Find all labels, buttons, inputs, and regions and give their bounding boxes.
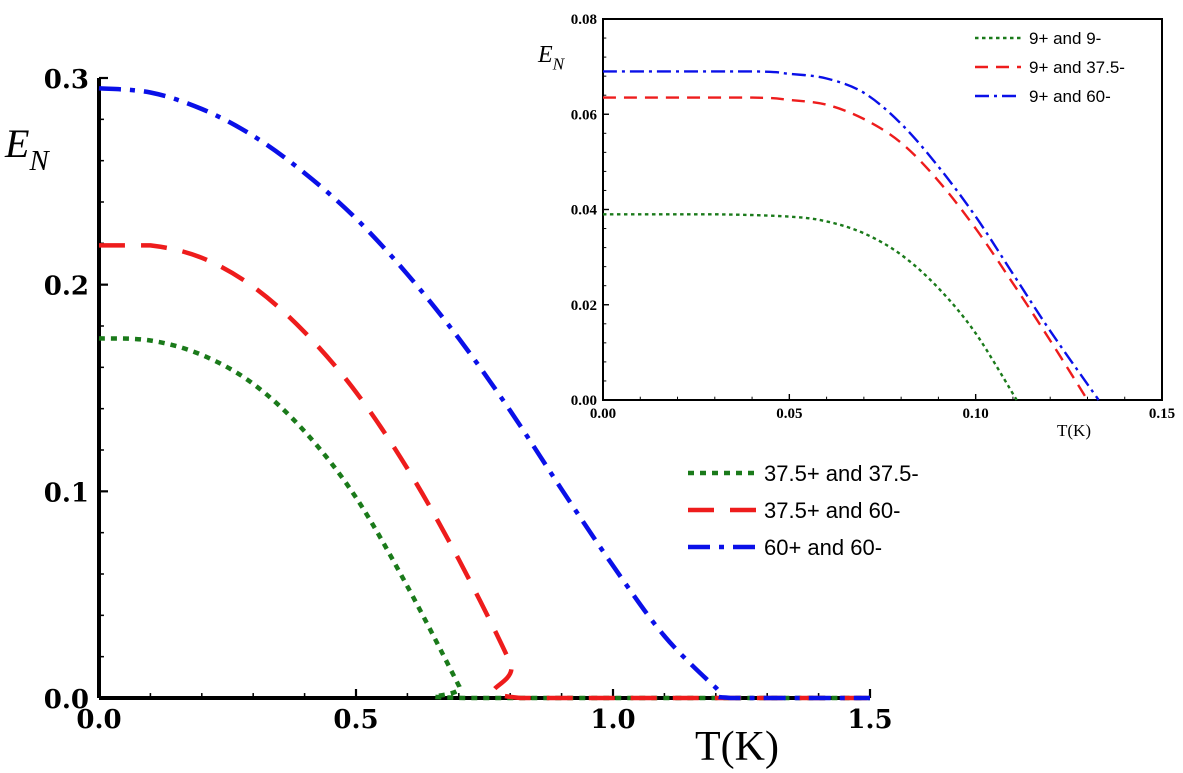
main-y-tick-label: 0.2: [44, 272, 89, 302]
main-series-line-1: [98, 336, 870, 701]
main-legend-label-1: 37.5+ and 37.5-: [764, 461, 919, 486]
inset-x-tick-label: 0.10: [963, 406, 989, 422]
inset-legend-label-2: 9+ and 37.5-: [1029, 58, 1125, 77]
inset-y-tick-label: 0.08: [571, 12, 597, 28]
inset-y-tick-label: 0.06: [571, 107, 598, 123]
main-x-axis-label: T(K): [695, 724, 779, 770]
inset-x-axis-label: T(K): [1057, 421, 1091, 440]
inset-x-tick-label: 0.05: [776, 406, 802, 422]
main-y-tick-label: 0.3: [44, 65, 89, 95]
main-y-tick-label: 0.0: [44, 685, 89, 715]
main-legend-label-2: 37.5+ and 60-: [764, 498, 900, 523]
main-legend-label-3: 60+ and 60-: [764, 535, 882, 560]
inset-y-tick-label: 0.04: [571, 203, 598, 219]
main-series-line-2: [99, 243, 870, 701]
inset-series-line-3: [603, 70, 1100, 401]
main-x-tick-label: 1.0: [590, 705, 635, 735]
inset-y-tick-label: 0.00: [571, 393, 597, 409]
inset-y-tick-label: 0.02: [571, 298, 597, 314]
inset-x-tick-label: 0.00: [590, 406, 616, 422]
main-series-line-3: [98, 86, 870, 701]
inset-y-axis-label: EN: [537, 42, 566, 74]
inset-series-line-1: [603, 213, 1018, 401]
inset-chart: 0.00 0.05 0.10 0.15 0.00 0.02 0.04 0.06 0.08 T(K)…: [537, 12, 1175, 440]
main-x-tick-label: 1.5: [847, 705, 892, 735]
inset-series-line-2: [603, 96, 1089, 401]
inset-x-tick-label: 0.15: [1149, 406, 1175, 422]
main-x-tick-label: 0.0: [76, 705, 121, 735]
main-y-tick-label: 0.1: [44, 478, 89, 508]
inset-legend-label-3: 9+ and 60-: [1029, 87, 1111, 106]
main-y-axis-label: EN: [4, 121, 50, 177]
inset-background: [603, 19, 1162, 400]
main-x-tick-label: 0.5: [333, 705, 378, 735]
inset-legend-label-1: 9+ and 9-: [1029, 29, 1101, 48]
main-chart: 0.0 0.5 1.0 1.5 0.0 0.1 0.2 0.3 T(K) EN 37.5+ and …: [4, 65, 919, 770]
